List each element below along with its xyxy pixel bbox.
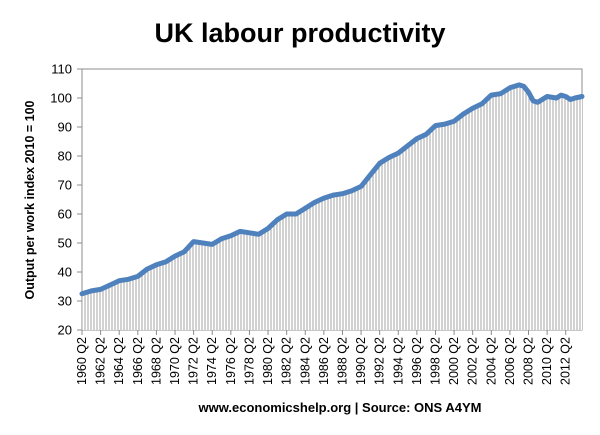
x-tick-label: 1998 Q2 (429, 337, 443, 385)
x-tick-label: 1982 Q2 (280, 337, 294, 385)
x-tick-label: 1968 Q2 (149, 337, 163, 385)
x-tick-label: 1974 Q2 (205, 337, 219, 385)
y-tick-label: 50 (58, 236, 72, 251)
x-tick-label: 1986 Q2 (317, 337, 331, 385)
x-tick-label: 1964 Q2 (112, 337, 126, 385)
x-tick-label: 1960 Q2 (75, 337, 89, 385)
y-tick-label: 110 (51, 62, 72, 77)
y-tick-label: 30 (58, 294, 72, 309)
y-tick-label: 20 (58, 323, 72, 338)
x-tick-label: 1978 Q2 (242, 337, 256, 385)
x-tick-label: 2010 Q2 (540, 337, 554, 385)
x-tick-label: 2008 Q2 (522, 337, 536, 385)
x-tick-label: 1980 Q2 (261, 337, 275, 385)
source-footer: www.economicshelp.org | Source: ONS A4YM (198, 400, 482, 415)
x-tick-label: 1994 Q2 (391, 337, 405, 385)
y-tick-label: 40 (58, 265, 72, 280)
x-tick-label: 1962 Q2 (94, 337, 108, 385)
chart-title: UK labour productivity (154, 18, 445, 48)
y-tick-label: 70 (58, 178, 72, 193)
x-tick-label: 1984 Q2 (298, 337, 312, 385)
x-tick-label: 2012 Q2 (559, 337, 573, 385)
x-tick-label: 2002 Q2 (466, 337, 480, 385)
area-fill (82, 84, 582, 331)
x-tick-label: 1972 Q2 (187, 337, 201, 385)
y-tick-label: 90 (58, 120, 72, 135)
x-tick-label: 1966 Q2 (131, 337, 145, 385)
y-tick-label: 100 (50, 91, 72, 106)
plot-area: 20 30 40 50 60 70 80 90 100 110 1960 Q2 1962 Q2 1964… (50, 62, 585, 385)
x-tick-label: 1976 Q2 (224, 337, 238, 385)
x-tick-label: 2004 Q2 (484, 337, 498, 385)
y-tick-label: 80 (58, 149, 72, 164)
series-line (79, 82, 585, 297)
x-tick-label: 2000 Q2 (447, 337, 461, 385)
x-tick-label: 1990 Q2 (354, 337, 368, 385)
y-tick-label: 60 (58, 207, 72, 222)
x-tick-label: 1996 Q2 (410, 337, 424, 385)
x-tick-label: 1988 Q2 (336, 337, 350, 385)
x-tick-label: 1992 Q2 (373, 337, 387, 385)
x-tick-label: 2006 Q2 (503, 337, 517, 385)
x-tick-label: 1970 Q2 (168, 337, 182, 385)
y-axis-label: Output per work index 2010 = 100 (23, 100, 37, 299)
